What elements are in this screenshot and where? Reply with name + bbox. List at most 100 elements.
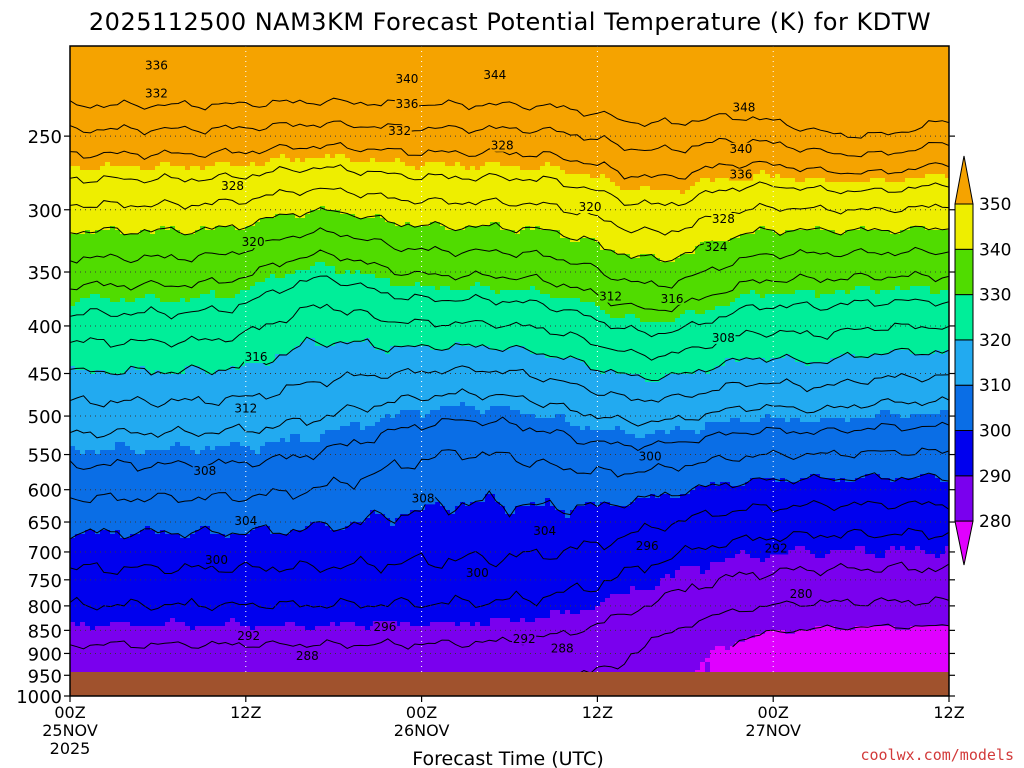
y-tick-label: 350 xyxy=(28,263,62,284)
colorbar-label: 340 xyxy=(979,240,1011,260)
contour-label: 316 xyxy=(245,350,268,364)
x-tick-label: 27NOV xyxy=(745,721,801,740)
contour-line xyxy=(70,388,949,439)
contour-label-bg xyxy=(482,69,507,82)
contour-label-bg xyxy=(144,59,169,72)
contour-line xyxy=(70,447,949,504)
contour-label: 328 xyxy=(712,212,735,226)
contour-label: 328 xyxy=(491,139,514,153)
y-tick-label: 950 xyxy=(28,666,62,687)
contour-label-bg xyxy=(233,514,258,527)
contour-label-bg xyxy=(295,650,320,663)
colorbar: 280 290 300 310 320 330 340 350 xyxy=(954,155,1011,566)
x-axis-label: Forecast Time (UTC) xyxy=(412,748,603,768)
y-tick-label: 550 xyxy=(28,446,62,467)
contour-line xyxy=(70,472,949,540)
contour-label-bg xyxy=(220,180,245,193)
colorbar-lower-extend xyxy=(954,520,974,566)
contour-label: 300 xyxy=(205,553,228,567)
x-tick-label: 26NOV xyxy=(394,721,450,740)
contour-label: 292 xyxy=(765,541,788,555)
contour-label-bg xyxy=(635,540,660,553)
contour-line xyxy=(70,97,949,139)
contour-label-bg xyxy=(192,465,217,478)
credit-text: coolwx.com/models xyxy=(860,746,1014,764)
contour-label-bg xyxy=(598,290,623,303)
contour-label: 304 xyxy=(533,524,556,538)
contour-label: 280 xyxy=(790,587,813,601)
colorbar-segment xyxy=(954,430,974,477)
contour-label-bg xyxy=(788,588,814,601)
colorbar-label: 320 xyxy=(979,331,1011,351)
contour-label: 324 xyxy=(705,240,728,254)
x-tick-label: 12Z xyxy=(933,703,964,722)
y-tick-label: 800 xyxy=(28,597,62,618)
contour-label: 304 xyxy=(234,514,257,528)
contour-label: 300 xyxy=(466,566,489,580)
y-tick-label: 450 xyxy=(28,365,62,386)
contour-line xyxy=(70,120,949,158)
contour-label: 336 xyxy=(395,97,418,111)
contour-line xyxy=(70,207,949,263)
contour-label-bg xyxy=(550,642,575,655)
contour-label-bg xyxy=(577,201,603,214)
contour-line xyxy=(70,336,949,382)
contour-line xyxy=(70,561,949,650)
x-tick-label: 12Z xyxy=(582,703,613,722)
contour-label: 308 xyxy=(412,491,435,505)
contour-label: 344 xyxy=(483,68,506,82)
y-tick-label: 900 xyxy=(28,644,62,665)
contour-label: 320 xyxy=(579,200,602,214)
contour-label-bg xyxy=(372,621,398,634)
contour-label-bg xyxy=(394,72,420,85)
contour-label: 308 xyxy=(193,464,216,478)
y-tick-label: 850 xyxy=(28,621,62,642)
contour-label: 292 xyxy=(513,632,536,646)
contour-label-bg xyxy=(394,98,420,111)
x-tick-label: 00Z xyxy=(406,703,437,722)
y-tick-label: 650 xyxy=(28,513,62,534)
colorbar-segment xyxy=(954,475,974,522)
contour-label-bg xyxy=(728,168,754,181)
x-tick-label: 12Z xyxy=(230,703,261,722)
contour-label: 332 xyxy=(388,124,411,138)
contour-label-bg xyxy=(512,632,537,645)
colorbar-label: 300 xyxy=(979,422,1011,442)
contour-label-bg xyxy=(204,553,229,566)
contour-label-bg xyxy=(728,142,754,155)
contour-label: 296 xyxy=(636,539,659,553)
contour-label-bg xyxy=(711,213,736,226)
contour-label-bg xyxy=(144,87,169,100)
contour-label: 292 xyxy=(237,629,260,643)
y-tick-label: 250 xyxy=(28,127,62,148)
contour-line xyxy=(732,623,949,648)
contour-label-bg xyxy=(660,292,685,305)
colorbar-segment xyxy=(954,203,974,250)
contour-label-bg xyxy=(764,542,789,555)
contour-line xyxy=(70,164,949,207)
contour-label: 340 xyxy=(730,142,753,156)
contour-label: 312 xyxy=(599,290,622,304)
chart-title: 2025112500 NAM3KM Forecast Potential Tem… xyxy=(89,8,931,36)
contour-label: 328 xyxy=(221,179,244,193)
colorbar-segment xyxy=(954,294,974,341)
contour-label: 336 xyxy=(730,168,753,182)
y-tick-label: 500 xyxy=(28,407,62,428)
contour-line xyxy=(70,187,949,236)
x-tick-label: 00Z xyxy=(54,703,85,722)
contour-line xyxy=(70,365,949,408)
contour-line xyxy=(70,416,949,472)
colorbar-label: 350 xyxy=(979,195,1011,215)
contour-line xyxy=(70,249,949,313)
contour-line xyxy=(70,142,949,180)
y-axis: 2503003504004505005506006507007508008509… xyxy=(16,127,955,708)
contour-line xyxy=(70,527,949,612)
x-tick-label: 00Z xyxy=(758,703,789,722)
contour-label-bg xyxy=(731,101,756,114)
contour-label-bg xyxy=(703,241,729,254)
contour-label-bg xyxy=(410,492,436,505)
y-tick-label: 700 xyxy=(28,543,62,564)
contour-label-bg xyxy=(490,139,515,152)
contour-label: 296 xyxy=(374,620,397,634)
